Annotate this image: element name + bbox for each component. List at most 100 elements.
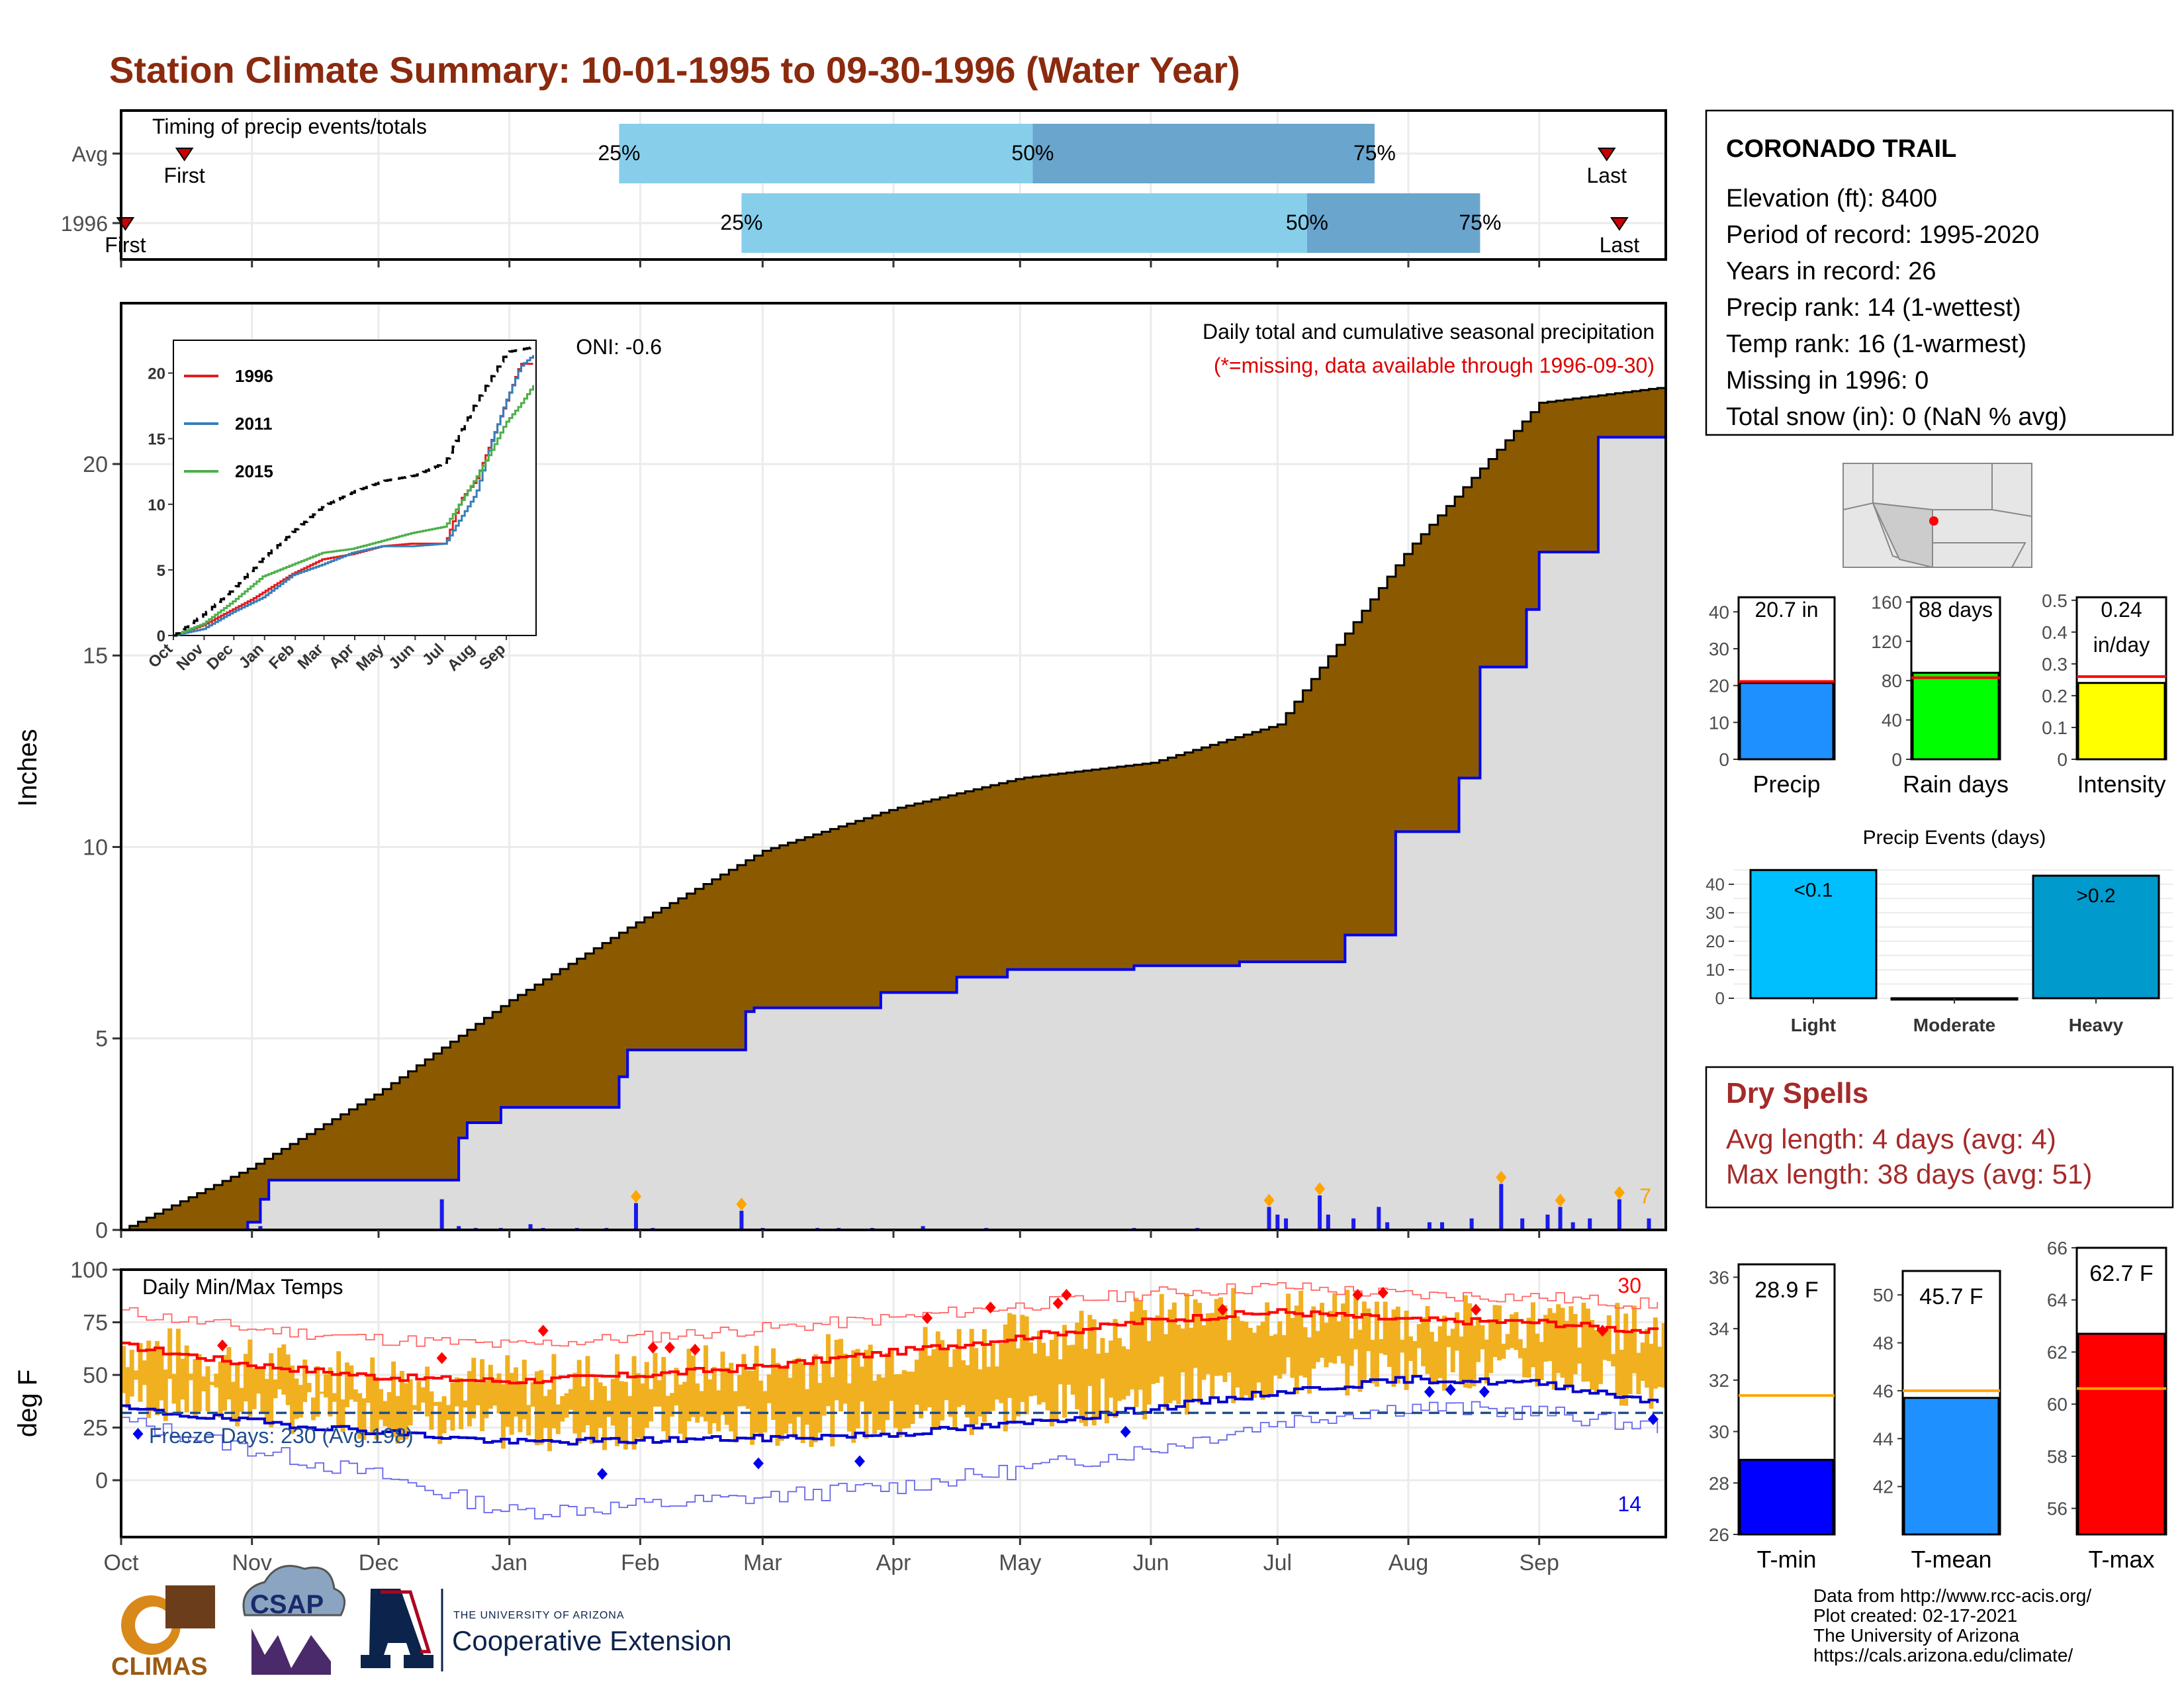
inset-legend-label: 2011	[235, 414, 272, 434]
timing-last-label: Last	[1586, 164, 1627, 187]
daily-temp-bar	[1062, 1325, 1068, 1418]
daily-temp-bar	[1231, 1288, 1236, 1403]
inset-y-tick-label: 0	[157, 628, 165, 645]
station-box	[1705, 109, 2174, 436]
daily-temp-bar	[1277, 1321, 1283, 1379]
daily-temp-bar	[585, 1356, 590, 1426]
record-max-marker	[537, 1325, 549, 1337]
daily-temp-bar	[1332, 1293, 1338, 1364]
daily-temp-bar	[813, 1354, 818, 1442]
small-bar-y-tick-label: 40	[1709, 602, 1729, 622]
daily-temp-bar	[880, 1377, 886, 1433]
timing-last-marker	[1610, 217, 1629, 231]
daily-temp-bar	[741, 1354, 747, 1407]
credit-line: The University of Arizona	[1813, 1625, 2020, 1646]
daily-temp-bar	[1180, 1328, 1185, 1373]
month-label: Aug	[1388, 1550, 1429, 1575]
daily-precip-bar	[1469, 1218, 1474, 1230]
daily-temp-bar	[235, 1365, 240, 1427]
daily-temp-bar	[332, 1393, 337, 1402]
max-daily-count-label: 7	[1639, 1184, 1651, 1208]
timing-q25-label: 25%	[720, 211, 762, 234]
temp-bar-label: 45.7 F	[1919, 1284, 1983, 1309]
daily-temp-bar	[260, 1368, 265, 1413]
daily-temp-bar	[1433, 1341, 1439, 1383]
daily-temp-bar	[522, 1360, 527, 1419]
daily-temp-bar	[539, 1370, 544, 1445]
daily-temp-bar	[496, 1373, 502, 1414]
daily-temp-bar	[784, 1365, 789, 1434]
daily-temp-bar	[1091, 1319, 1097, 1426]
daily-temp-bar	[927, 1355, 932, 1408]
daily-temp-bar	[399, 1371, 404, 1440]
daily-temp-bar	[175, 1329, 181, 1416]
daily-temp-bar	[576, 1360, 582, 1444]
daily-temp-bar	[636, 1373, 641, 1438]
temp-bar-y-tick-label: 32	[1709, 1370, 1729, 1391]
daily-temp-bar	[995, 1366, 1000, 1400]
daily-temp-bar	[657, 1380, 662, 1407]
month-label: Mar	[743, 1550, 782, 1575]
dry-spells-max: Max length: 38 days (avg: 51)	[1726, 1158, 2092, 1190]
timing-bar-q50-q75	[1032, 124, 1375, 183]
daily-temp-bar	[1218, 1297, 1224, 1376]
daily-temp-bar	[471, 1358, 477, 1419]
daily-temp-bar	[686, 1348, 692, 1422]
dry-spells-avg: Avg length: 4 days (avg: 4)	[1726, 1123, 2056, 1154]
daily-temp-bar	[1121, 1346, 1126, 1400]
daily-precip-bar	[1440, 1222, 1445, 1230]
temp-bar-y-tick-label: 56	[2047, 1499, 2068, 1519]
summary-bars: 0 10 20 30 40 20.7 in Precip 0 40 80 120 160 88 days…	[1709, 590, 2167, 798]
daily-temp-bar	[370, 1357, 375, 1435]
daily-temp-bar	[1463, 1295, 1468, 1388]
daily-temp-bar	[420, 1387, 426, 1403]
daily-temp-bar	[1416, 1324, 1422, 1348]
daily-temp-bar	[1535, 1333, 1540, 1387]
daily-temp-bar	[1197, 1303, 1203, 1403]
daily-temp-bar	[1104, 1352, 1109, 1424]
temp-bar-y-tick-label: 36	[1709, 1267, 1729, 1288]
daily-temp-bar	[560, 1396, 565, 1422]
daily-temp-bar	[1049, 1339, 1054, 1427]
small-bar-top-label: 88 days	[1919, 598, 1993, 622]
daily-temp-bar	[766, 1374, 772, 1403]
daily-temp-bar	[1631, 1305, 1637, 1374]
temp-bar-y-tick-label: 62	[2047, 1342, 2068, 1362]
small-bar-y-tick-label: 0.4	[2042, 622, 2068, 643]
month-label: Sep	[1519, 1550, 1559, 1575]
daily-temp-bar	[1142, 1310, 1148, 1420]
daily-precip-bar	[457, 1226, 461, 1230]
daily-temp-bar	[572, 1372, 578, 1434]
daily-max-marker	[1496, 1170, 1507, 1184]
events-y-tick-label: 10	[1706, 960, 1725, 980]
daily-temp-bar	[310, 1397, 316, 1421]
daily-temp-bar	[530, 1382, 535, 1407]
daily-temp-bar	[978, 1369, 983, 1417]
daily-precip-bar	[739, 1211, 744, 1230]
daily-temp-bar	[653, 1352, 658, 1407]
month-label: Jan	[491, 1550, 527, 1575]
daily-temp-bar	[484, 1380, 489, 1419]
temp-panel: 0 25 50 75 100 Daily Min/Max Temps Freeze Days…	[13, 1258, 1667, 1575]
daily-temp-bar	[754, 1346, 759, 1433]
daily-temp-bar	[974, 1348, 979, 1425]
daily-temp-bar	[1269, 1335, 1274, 1396]
daily-temp-bar	[1290, 1317, 1295, 1378]
daily-temp-bar	[387, 1391, 392, 1430]
daily-temp-bar	[1015, 1348, 1021, 1417]
daily-temp-bar	[961, 1360, 966, 1405]
small-bar-name: Rain days	[1903, 771, 2009, 798]
daily-temp-bar	[218, 1361, 223, 1418]
daily-temp-bar	[1036, 1331, 1042, 1405]
inset-frame	[173, 340, 537, 636]
small-bar-y-tick-label: 0.3	[2042, 654, 2068, 675]
daily-temp-bar	[720, 1351, 725, 1415]
daily-temp-bar	[1522, 1348, 1527, 1378]
daily-temp-bar	[792, 1359, 797, 1438]
daily-temp-bar	[1539, 1342, 1544, 1380]
timing-pad	[0, 111, 121, 259]
small-bar-y-tick-label: 160	[1871, 592, 1902, 612]
daily-temp-bar	[1467, 1303, 1473, 1389]
daily-temp-bar	[1007, 1313, 1013, 1398]
daily-precip-bar	[1377, 1207, 1381, 1230]
